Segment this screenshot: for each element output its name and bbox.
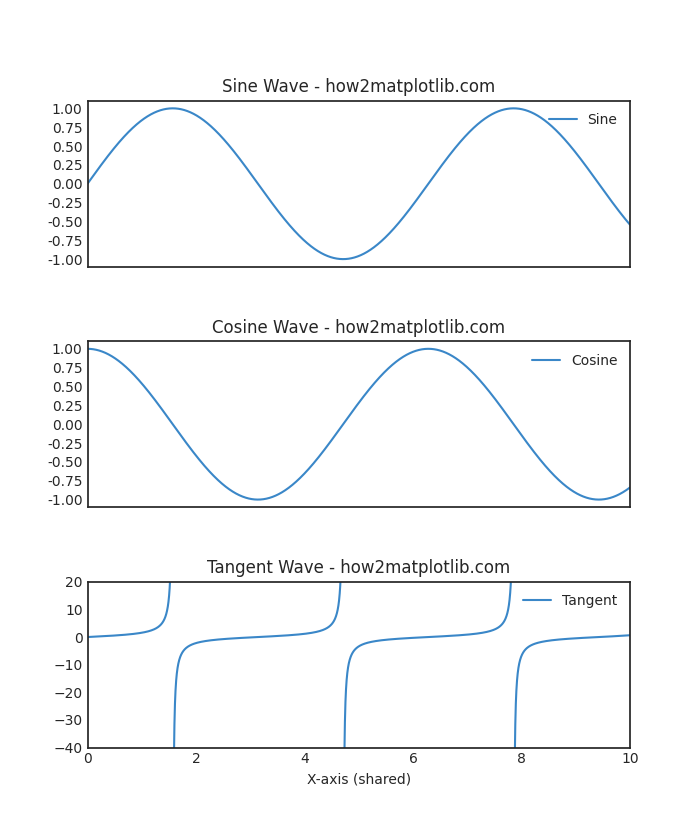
Tangent [290, 630, 299, 640]
Sine [529, 108, 538, 118]
Sine [436, 162, 445, 172]
Title: Tangent Wave - how2matplotlib.com: Tangent Wave - how2matplotlib.com [207, 559, 510, 577]
Line: Cosine: Cosine [88, 349, 630, 500]
Tangent [529, 639, 538, 649]
Legend: Sine: Sine [543, 108, 623, 133]
Line: Sine: Sine [88, 108, 630, 259]
Line: Tangent: Tangent [88, 458, 630, 815]
Cosine [436, 345, 445, 355]
Legend: Cosine: Cosine [526, 349, 623, 373]
Sine [409, 200, 417, 210]
Tangent [83, 632, 92, 642]
Cosine [182, 438, 190, 448]
Tangent [488, 625, 496, 635]
X-axis label: X-axis (shared): X-axis (shared) [307, 772, 411, 786]
Sine [182, 106, 190, 116]
Sine [488, 109, 496, 119]
Cosine [290, 478, 299, 488]
Sine [83, 179, 92, 189]
Sine [626, 220, 634, 230]
Title: Sine Wave - how2matplotlib.com: Sine Wave - how2matplotlib.com [222, 78, 496, 97]
Cosine [83, 344, 92, 354]
Cosine [594, 495, 603, 505]
Legend: Tangent: Tangent [518, 589, 623, 614]
Tangent [182, 643, 190, 653]
Sine [510, 103, 518, 113]
Sine [339, 254, 347, 264]
Cosine [529, 446, 538, 456]
Tangent [436, 632, 445, 642]
Cosine [409, 347, 417, 357]
Sine [290, 226, 299, 236]
Tangent [409, 633, 417, 643]
Title: Cosine Wave - how2matplotlib.com: Cosine Wave - how2matplotlib.com [212, 319, 505, 337]
Cosine [626, 482, 634, 492]
Cosine [488, 391, 496, 401]
Tangent [626, 630, 634, 640]
